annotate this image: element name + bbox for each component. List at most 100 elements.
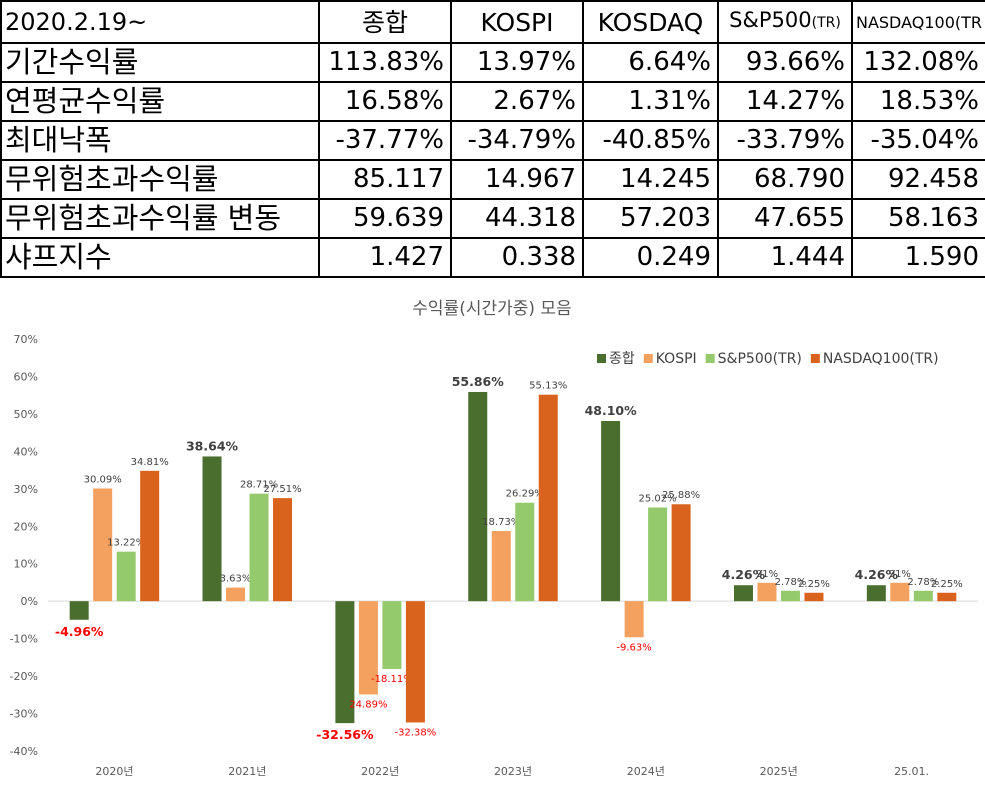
- data-label: 2.25%: [798, 579, 830, 590]
- bar: [601, 421, 621, 602]
- data-label: 91%: [756, 569, 778, 580]
- bar: [202, 456, 222, 602]
- bar: [358, 601, 378, 695]
- data-label: 28.71%: [240, 480, 278, 491]
- table-cell: 14.245: [582, 159, 719, 200]
- data-label: 26.29%: [506, 489, 544, 500]
- table-row: 연평균수익률 16.58% 2.67% 1.31% 14.27% 18.53%: [0, 81, 985, 122]
- bar: [757, 582, 777, 602]
- table-row: 최대낙폭 -37.77% -34.79% -40.85% -33.79% -35.04%: [0, 120, 985, 161]
- table-cell: 93.66%: [717, 42, 853, 83]
- table-cell: 0.338: [450, 237, 584, 278]
- y-tick-label: 60%: [14, 370, 38, 383]
- table-cell: 92.458: [851, 159, 985, 200]
- data-label: -32.56%: [316, 727, 374, 742]
- bar: [226, 587, 246, 602]
- table-cell: 85.117: [318, 159, 452, 200]
- header-sp500-sub: (TR): [811, 15, 841, 31]
- bar: [140, 470, 160, 602]
- legend-swatch: [597, 354, 606, 363]
- data-label: 27.51%: [263, 484, 301, 495]
- table-cell: -40.85%: [582, 120, 719, 161]
- bar: [405, 601, 425, 723]
- legend-swatch: [705, 354, 715, 363]
- data-label: -32.38%: [395, 727, 437, 738]
- table-cell: 59.639: [318, 198, 452, 239]
- table-row: 기간수익률 113.83% 13.97% 6.64% 93.66% 132.08%: [0, 42, 985, 83]
- header-nasdaq100: NASDAQ100(TR: [851, 0, 985, 44]
- table-cell: 14.27%: [717, 81, 853, 122]
- data-label: 34.81%: [131, 457, 169, 468]
- data-label: 25.88%: [662, 490, 700, 501]
- data-label: 24.89%: [349, 699, 387, 710]
- y-tick-label: 30%: [14, 483, 38, 496]
- data-label: 2.25%: [931, 579, 963, 590]
- bar: [648, 507, 668, 602]
- y-tick-label: 50%: [14, 408, 38, 421]
- header-sp500: S&P500(TR): [717, 0, 853, 44]
- bar: [890, 582, 910, 602]
- data-label: 25.02%: [639, 493, 677, 504]
- period-header: 2020.2.19~: [0, 0, 320, 44]
- data-label: 13.22%: [107, 538, 145, 549]
- table-cell: -34.79%: [450, 120, 584, 161]
- bar: [780, 590, 800, 602]
- bar: [491, 531, 511, 602]
- bar: [866, 585, 886, 602]
- data-label: 91%: [889, 569, 911, 580]
- bar: [733, 585, 753, 602]
- table-row: 무위험초과수익률 변동 59.639 44.318 57.203 47.655 58.16…: [0, 198, 985, 239]
- table-cell: 1.444: [717, 237, 853, 278]
- table-cell: 132.08%: [851, 42, 985, 83]
- y-tick-label: 10%: [14, 558, 38, 571]
- y-tick-label: -10%: [10, 633, 38, 646]
- table-cell: -35.04%: [851, 120, 985, 161]
- row-label: 기간수익률: [0, 42, 320, 83]
- table-cell: 58.163: [851, 198, 985, 239]
- bar: [538, 394, 558, 602]
- table-row: 무위험초과수익률 85.117 14.967 14.245 68.790 92.458: [0, 159, 985, 200]
- stats-table: 2020.2.19~ 종합 KOSPI KOSDAQ S&P500(TR) NA…: [0, 0, 985, 278]
- table-cell: 1.31%: [582, 81, 719, 122]
- header-total: 종합: [318, 0, 452, 44]
- data-label: 2.78%: [907, 577, 939, 588]
- table-cell: 2.67%: [450, 81, 584, 122]
- row-label: 샤프지수: [0, 237, 320, 278]
- data-label: 4.26%: [722, 567, 766, 582]
- table-cell: 0.249: [582, 237, 719, 278]
- x-tick-label: 2025년: [760, 765, 798, 778]
- bar: [468, 391, 488, 602]
- y-tick-label: 70%: [14, 333, 38, 346]
- bar: [273, 498, 293, 602]
- row-label: 무위험초과수익률 변동: [0, 198, 320, 239]
- y-tick-label: -30%: [10, 708, 38, 721]
- header-kospi: KOSPI: [450, 0, 584, 44]
- stats-body: 기간수익률 113.83% 13.97% 6.64% 93.66% 132.08% 연평균수…: [0, 42, 985, 278]
- y-tick-label: 20%: [14, 520, 38, 533]
- chart-title: 수익률(시간가중) 모음: [412, 299, 571, 319]
- legend-swatch: [810, 354, 820, 363]
- bar: [804, 592, 824, 602]
- data-label: 18.73%: [482, 517, 520, 528]
- data-label: 55.13%: [529, 381, 567, 392]
- row-label: 연평균수익률: [0, 81, 320, 122]
- bar: [671, 504, 691, 602]
- table-cell: 14.967: [450, 159, 584, 200]
- data-label: 2.78%: [775, 577, 807, 588]
- bar: [515, 502, 535, 602]
- table-cell: 1.590: [851, 237, 985, 278]
- row-label: 최대낙폭: [0, 120, 320, 161]
- bar: [382, 601, 402, 670]
- legend-label: S&P500(TR): [718, 351, 802, 367]
- data-label: -4.96%: [55, 624, 104, 639]
- y-tick-label: -20%: [10, 670, 38, 683]
- data-label: -9.63%: [616, 642, 651, 653]
- data-label: -18.11%: [371, 674, 413, 685]
- row-label: 무위험초과수익률: [0, 159, 320, 200]
- x-tick-label: 2020년: [95, 765, 133, 778]
- table-cell: 13.97%: [450, 42, 584, 83]
- legend-label: NASDAQ100(TR): [823, 351, 939, 367]
- bar: [937, 592, 957, 602]
- bar: [116, 551, 136, 602]
- table-cell: 113.83%: [318, 42, 452, 83]
